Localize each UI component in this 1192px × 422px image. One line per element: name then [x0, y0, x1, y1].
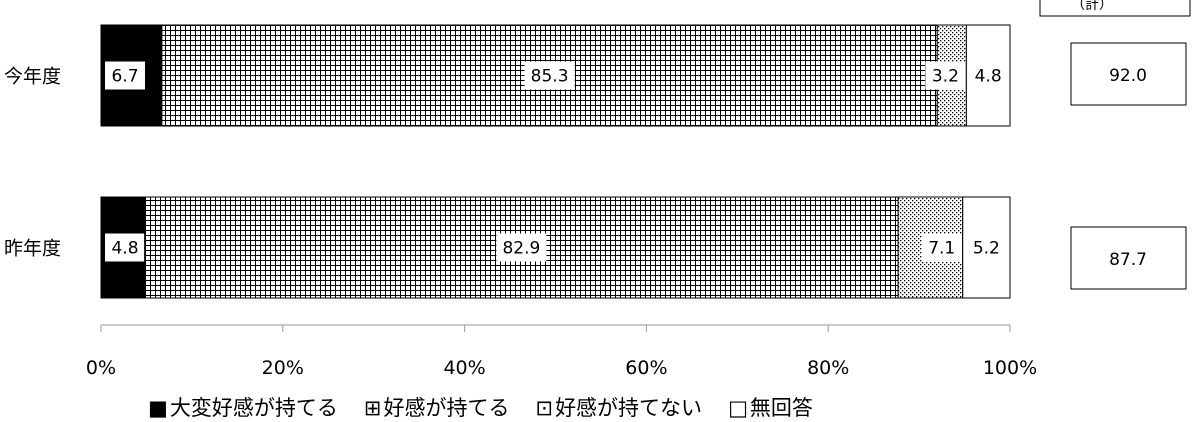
legend-label: 好感が持てる	[383, 396, 510, 420]
data-label-box	[524, 61, 575, 90]
data-label-box	[921, 233, 962, 262]
data-label: 7.1	[928, 239, 955, 259]
legend-item: ⊞好感が持てる	[364, 392, 510, 422]
x-tick-label: 20%	[262, 357, 304, 379]
data-label-box	[105, 61, 145, 90]
totals-header-label: （計）	[1071, 0, 1113, 13]
x-tick-label: 60%	[625, 357, 667, 379]
x-tick-label: 80%	[807, 357, 849, 379]
data-label: 82.9	[502, 239, 540, 259]
legend-swatch-icon: ⊡	[535, 396, 554, 420]
category-label: 昨年度	[4, 238, 61, 260]
legend-item: ⊡好感が持てない	[535, 392, 702, 422]
data-label-box	[925, 61, 966, 90]
data-label: 5.2	[973, 239, 1000, 259]
legend-item: ■大変好感が持てる	[148, 392, 338, 422]
total-box	[1070, 226, 1187, 290]
legend-swatch-icon: ⊞	[363, 396, 382, 420]
data-label: 85.3	[531, 67, 569, 87]
total-value: 92.0	[1109, 66, 1147, 86]
legend: ■大変好感が持てる ⊞好感が持てる ⊡好感が持てない □無回答	[148, 392, 839, 422]
legend-label: 好感が持てない	[555, 396, 703, 420]
data-label: 4.8	[975, 67, 1002, 87]
total-box	[1070, 42, 1187, 106]
data-label: 3.2	[932, 67, 959, 87]
data-label: 4.8	[111, 239, 138, 259]
data-label: 6.7	[111, 67, 138, 87]
x-tick-label: 40%	[443, 357, 485, 379]
bars-layer: 今年度 6.7 85.3 3.2 4.8 92.0 昨年度 4.8 82.9 7.1 5.2 87.7	[4, 24, 1187, 299]
legend-item: □無回答	[728, 392, 813, 422]
legend-label: 大変好感が持てる	[169, 396, 338, 420]
data-label-box	[496, 233, 547, 262]
data-label-box	[105, 233, 145, 262]
total-value: 87.7	[1109, 250, 1147, 270]
legend-label: 無回答	[749, 396, 813, 420]
x-tick-label: 100%	[983, 357, 1037, 379]
legend-swatch-icon: □	[728, 396, 748, 420]
data-label-box	[966, 233, 1007, 262]
category-label: 今年度	[4, 66, 61, 88]
x-axis: 0% 20% 40% 60% 80% 100%	[86, 324, 1037, 379]
x-tick-label: 0%	[86, 357, 116, 379]
legend-swatch-icon: ■	[148, 396, 168, 420]
data-label-box	[968, 61, 1009, 90]
totals-header-box	[1039, 0, 1191, 17]
